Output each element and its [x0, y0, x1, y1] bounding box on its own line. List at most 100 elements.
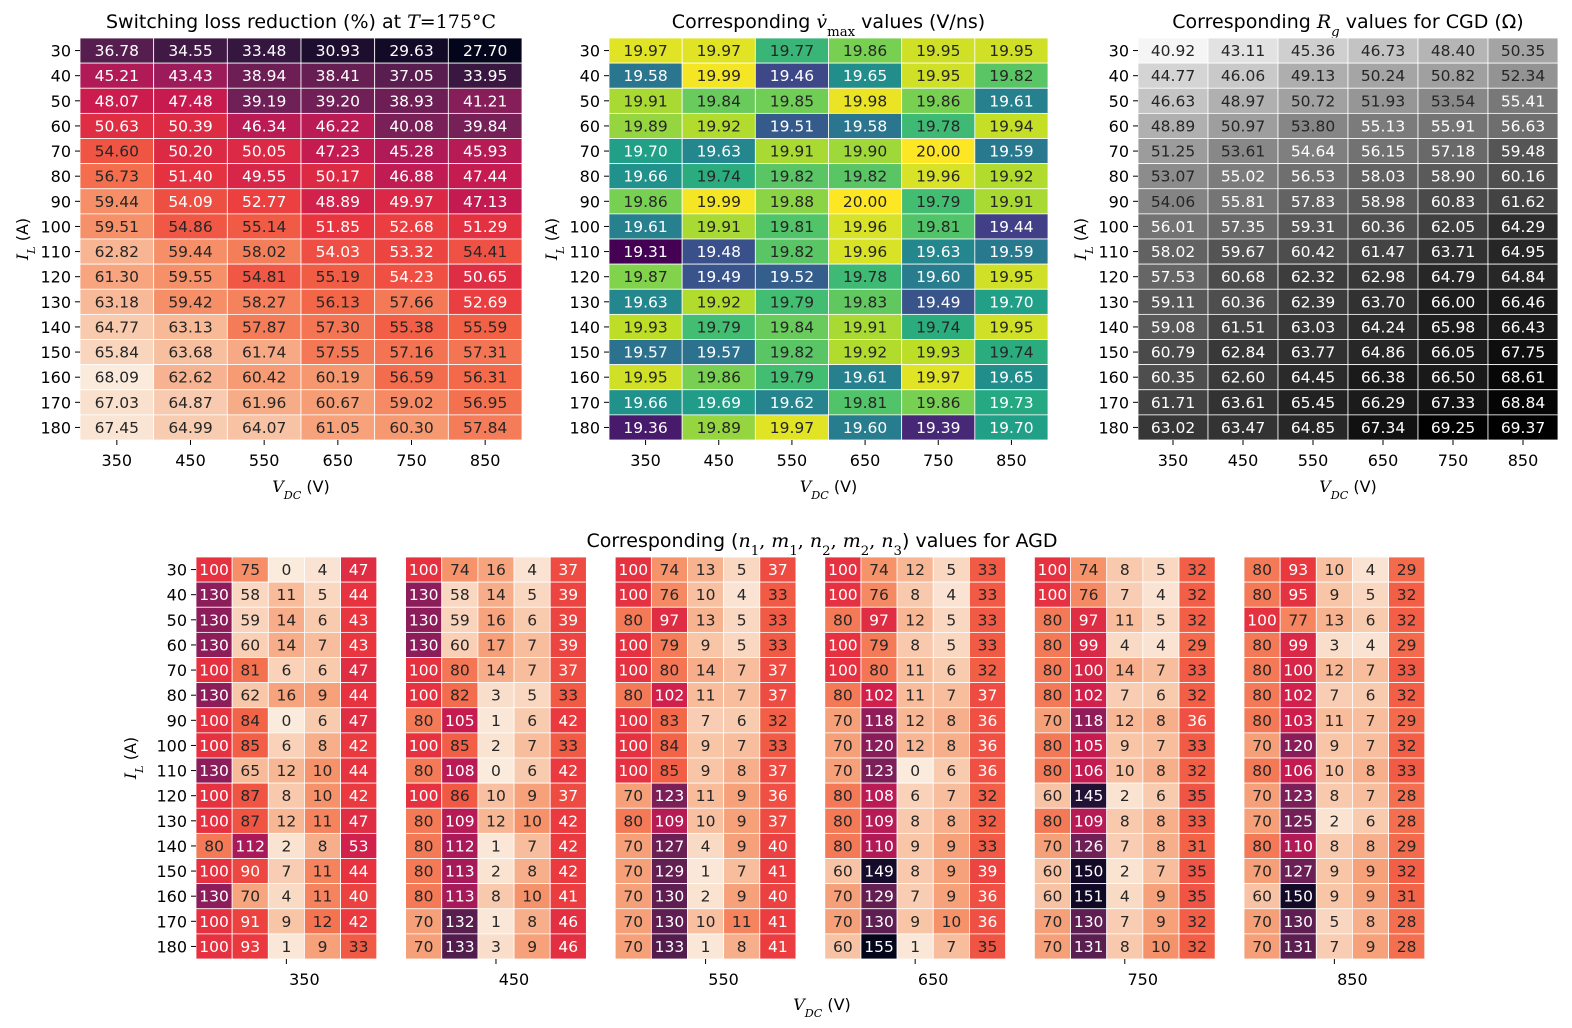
cell-value-label: 33 [558, 687, 578, 705]
heatmap-cell [969, 933, 1006, 960]
cell-value-label: 67.34 [1361, 419, 1405, 437]
cell-value-label: 70 [833, 737, 853, 755]
heatmap-cell [1487, 364, 1559, 391]
heatmap-cell [1279, 933, 1317, 960]
heatmap-cell [860, 657, 898, 684]
cell-value-label: 64.99 [168, 419, 212, 437]
cell-value-label: 35 [1187, 888, 1207, 906]
cell-value-label: 19.95 [989, 318, 1033, 336]
x-tick-label: 750 [396, 451, 427, 470]
heatmap-cell [231, 682, 269, 709]
cell-value-label: 80 [204, 837, 224, 855]
cell-value-label: 59 [450, 611, 470, 629]
heatmap-cell [549, 631, 587, 658]
cell-value-label: 32 [1397, 586, 1417, 604]
cell-value-label: 80 [623, 687, 643, 705]
cell-value-label: 70 [833, 712, 853, 730]
cell-value-label: 100 [199, 913, 229, 931]
cell-value-label: 33 [1187, 662, 1207, 680]
heatmap-cell [860, 782, 898, 809]
cell-value-label: 19.77 [770, 42, 814, 60]
y-tick-label: 50 [167, 611, 187, 630]
heatmap-cell [513, 807, 551, 834]
heatmap-cell [1352, 581, 1389, 608]
cell-value-label: 9 [527, 938, 537, 956]
y-tick-label: 110 [156, 762, 187, 781]
heatmap-cell [1388, 757, 1426, 784]
heatmap-cell [1137, 364, 1209, 391]
heatmap-cell [932, 732, 970, 759]
cell-value-label: 39.84 [463, 117, 507, 135]
heatmap-cell [932, 832, 970, 859]
heatmap-cell [340, 908, 378, 935]
heatmap-cell [1347, 313, 1419, 340]
cell-value-label: 60 [240, 636, 260, 654]
heatmap-cell [1417, 213, 1489, 240]
heatmap-cell [723, 757, 761, 784]
cell-value-label: 33 [558, 737, 578, 755]
cell-value-label: 61.62 [1501, 193, 1545, 211]
cell-value-label: 13 [696, 561, 716, 579]
heatmap-cell [340, 581, 378, 608]
heatmap-cell [824, 832, 862, 859]
cell-value-label: 19.74 [916, 318, 960, 336]
cell-value-label: 49.97 [389, 193, 433, 211]
heatmap-cell [681, 389, 756, 416]
heatmap-cell [687, 858, 725, 885]
cell-value-label: 19.78 [916, 117, 960, 135]
cell-value-label: 66.50 [1431, 369, 1475, 387]
cell-value-label: 100 [199, 812, 229, 830]
cell-value-label: 80 [623, 812, 643, 830]
heatmap-cell [513, 581, 551, 608]
cell-value-label: 19.99 [697, 193, 741, 211]
heatmap-cell [824, 757, 862, 784]
heatmap-cell [650, 631, 688, 658]
heatmap-cell [974, 364, 1049, 391]
heatmap-cell [1106, 933, 1144, 960]
cell-value-label: 80 [1043, 636, 1063, 654]
heatmap-cell [549, 933, 587, 960]
cell-value-label: 14 [486, 586, 506, 604]
heatmap-cell [1388, 707, 1426, 734]
heatmap-cell [828, 37, 903, 64]
y-tick-label: 40 [580, 67, 600, 86]
cell-value-label: 5 [1329, 913, 1339, 931]
cell-value-label: 84 [660, 737, 680, 755]
cell-value-label: 112 [235, 837, 265, 855]
cell-value-label: 19.82 [989, 67, 1033, 85]
y-tick-label: 110 [1098, 243, 1129, 262]
cell-value-label: 9 [1120, 737, 1130, 755]
heatmap-cell [650, 807, 688, 834]
cell-value-label: 47.44 [463, 168, 507, 186]
heatmap-cell [477, 732, 515, 759]
cell-value-label: 102 [655, 687, 685, 705]
cell-value-label: 69.25 [1431, 419, 1475, 437]
heatmap-cell [226, 37, 302, 64]
cell-value-label: 60.42 [242, 369, 286, 387]
heatmap-cell [974, 138, 1049, 165]
cell-value-label: 7 [946, 938, 956, 956]
cell-value-label: 19.57 [697, 344, 741, 362]
cell-value-label: 50.63 [95, 117, 139, 135]
heatmap-cell [304, 682, 342, 709]
heatmap-cell [1034, 858, 1071, 885]
heatmap-cell [267, 908, 305, 935]
x-tick-label: 750 [923, 451, 954, 470]
heatmap-cell [340, 807, 378, 834]
cell-value-label: 100 [1038, 586, 1068, 604]
heatmap-cell [1207, 414, 1279, 441]
cell-value-label: 35 [1187, 863, 1207, 881]
cell-value-label: 53.32 [389, 243, 433, 261]
heatmap-cell [1487, 288, 1559, 315]
cell-value-label: 64.85 [1291, 419, 1335, 437]
cell-value-label: 63.18 [95, 293, 139, 311]
cell-value-label: 108 [445, 762, 475, 780]
heatmap-cell [1417, 87, 1489, 114]
heatmap-cell [608, 188, 683, 215]
cell-value-label: 19.84 [770, 318, 814, 336]
heatmap-cell [231, 883, 269, 910]
y-axis-label: IL (A) [542, 218, 567, 261]
cell-value-label: 19.49 [916, 293, 960, 311]
heatmap-cell [896, 807, 934, 834]
